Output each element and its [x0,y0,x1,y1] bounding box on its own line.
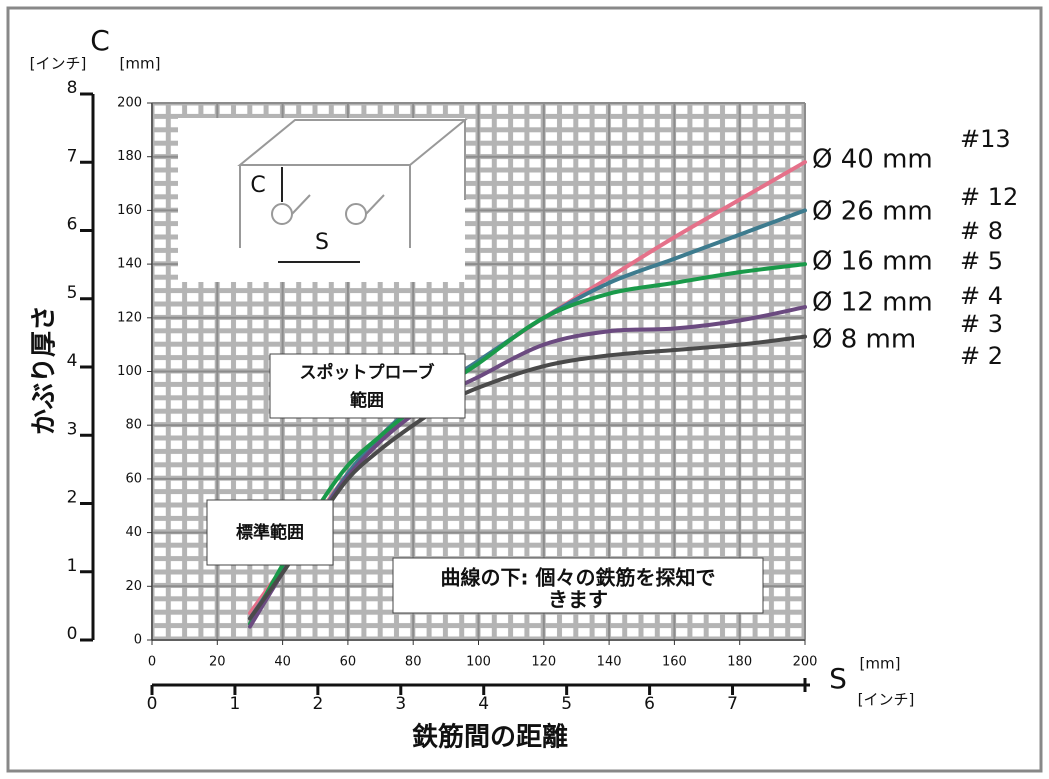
x-tick-label: 60 [340,655,357,670]
y2-tick-label: 5 [67,283,78,303]
rebar-number: # 5 [960,247,1003,275]
x-tick-label: 140 [597,655,622,670]
y-tick-label: 200 [117,96,142,111]
y-unit-mm: [mm] [120,55,161,73]
x-tick-label: 120 [531,655,556,670]
x-tick-label: 80 [405,655,422,670]
x-unit-inch: [インチ] [858,691,915,709]
y-tick-label: 180 [117,149,142,164]
x2-tick-label: 4 [478,694,489,714]
legend-label: Ø 8 mm [812,325,916,355]
y2-tick-label: 7 [67,146,78,166]
x-tick-label: 180 [727,655,752,670]
x2-tick-label: 5 [561,694,572,714]
y-axis-label: かぶり厚さ [30,305,60,435]
annotation: 曲線の下: 個々の鉄筋を探知で [441,566,716,590]
x-axis-label: 鉄筋間の距離 [412,722,568,753]
x-unit-mm: [mm] [860,655,901,673]
x2-tick-label: 1 [230,694,241,714]
y-tick-label: 140 [117,257,142,272]
x2-tick-label: 3 [395,694,406,714]
annotation-box [392,557,764,614]
x2-tick-label: 6 [644,694,655,714]
inset-dim [278,167,360,263]
annotation: スポットプローブ [300,362,435,383]
y2-tick-label: 3 [67,419,78,439]
rebar-number: # 2 [960,342,1003,370]
x-symbol: S [829,662,847,695]
y-tick-label: 60 [125,471,142,486]
rebar-number: # 3 [960,310,1003,338]
y-tick-label: 120 [117,310,142,325]
y-tick-label: 100 [117,364,142,379]
x-tick-label: 20 [209,655,226,670]
x-tick-label: 40 [274,655,291,670]
annotation: 標準範囲 [236,522,304,543]
y-symbol: C [90,24,110,57]
inset-c: C [250,173,265,198]
y2-tick-label: 6 [67,215,78,235]
inset-edge [239,120,466,248]
annotation: きます [548,588,608,612]
annotation: 範囲 [350,390,384,411]
x-tick-label: 160 [662,655,687,670]
annotation-box [206,499,334,566]
y2-tick-label: 4 [67,351,78,371]
legend-label: Ø 12 mm [812,288,933,318]
rebar-number: # 12 [960,183,1018,211]
rebar-number: # 8 [960,217,1003,245]
legend-label: Ø 26 mm [812,197,933,227]
y-tick-label: 20 [125,579,142,594]
x2-tick-label: 2 [312,694,323,714]
legend-label: Ø 40 mm [812,145,933,175]
annotation-box [269,353,466,419]
y-tick-label: 80 [125,418,142,433]
rebar-number: #13 [960,125,1011,153]
inset-bg [178,118,465,282]
x-tick-label: 200 [793,655,818,670]
x-tick-label: 100 [466,655,491,670]
x2-tick-label: 0 [147,694,158,714]
x2-tick-label: 7 [727,694,738,714]
inset-s: S [315,230,329,255]
rebar-number: # 4 [960,282,1003,310]
inset-bar-tail [291,194,385,215]
x-tick-label: 0 [148,655,156,670]
inset: C S [178,118,468,282]
y2-tick-label: 8 [67,78,78,98]
legend-label: Ø 16 mm [812,247,933,277]
y-tick-label: 0 [134,633,142,648]
y2-tick-label: 1 [67,556,78,576]
y-unit-inch: [インチ] [30,55,87,73]
y2-tick-label: 2 [67,488,78,508]
y2-tick-label: 0 [67,624,78,644]
y-tick-label: 160 [117,203,142,218]
y-tick-label: 40 [125,525,142,540]
